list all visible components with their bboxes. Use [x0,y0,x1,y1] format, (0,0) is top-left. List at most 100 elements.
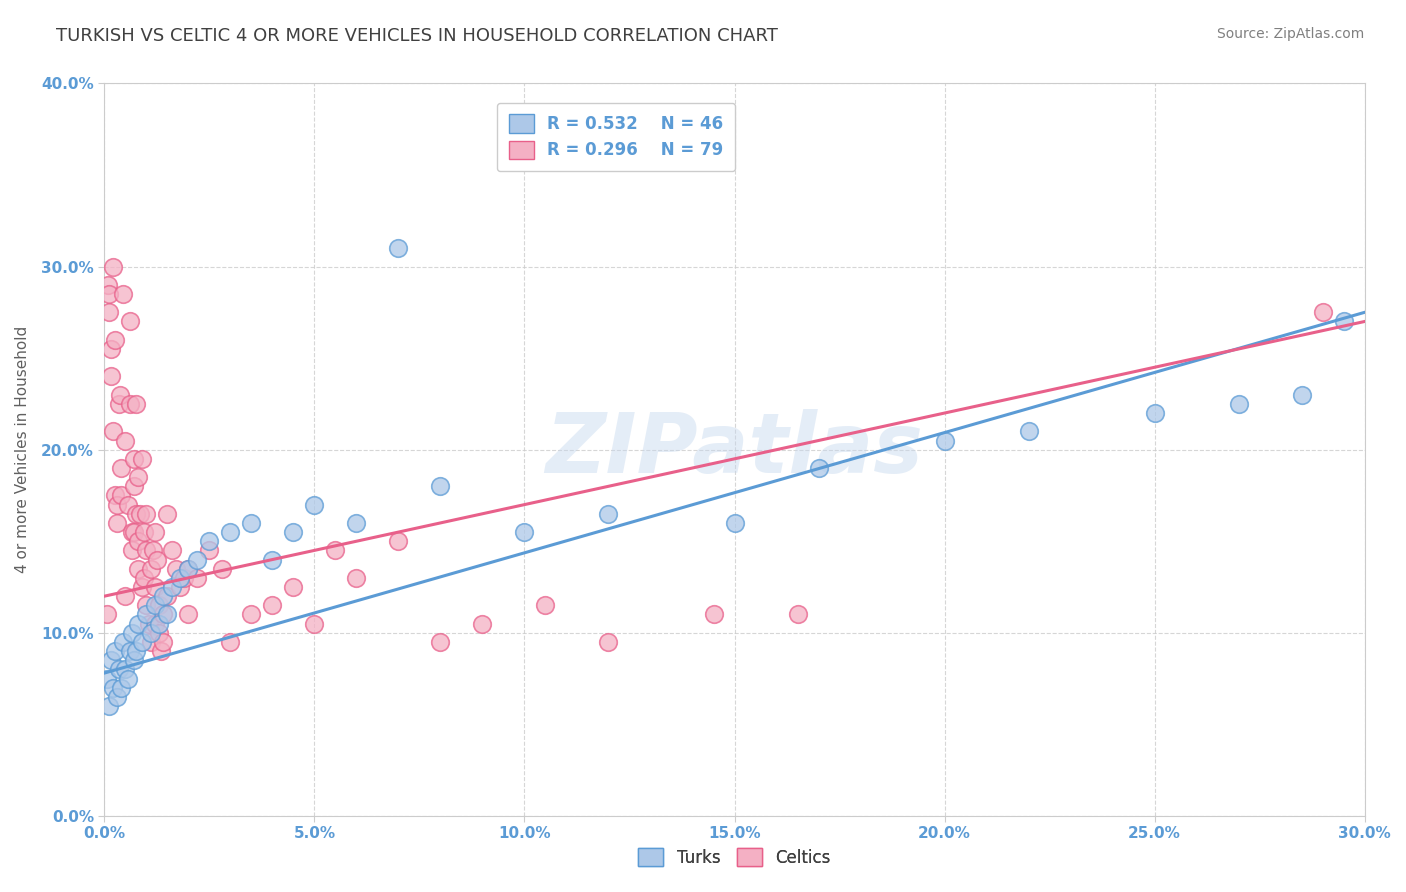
Point [117,672,139,686]
Point [96,672,118,686]
Point [127,562,149,576]
Point [786,607,808,622]
Point [169,571,191,585]
Point [177,607,200,622]
Point [169,580,191,594]
Point [262,552,284,566]
Point [150,644,173,658]
Point [118,644,141,658]
Point [114,662,136,676]
Point [101,681,124,695]
Point [138,616,160,631]
Point [598,507,620,521]
Point [127,534,149,549]
Point [121,625,143,640]
Point [534,599,557,613]
Text: TURKISH VS CELTIC 4 OR MORE VEHICLES IN HOUSEHOLD CORRELATION CHART: TURKISH VS CELTIC 4 OR MORE VEHICLES IN … [56,27,778,45]
Point [173,571,195,585]
Point [156,507,179,521]
Point [346,571,368,585]
Point [198,543,221,558]
Point [152,635,174,649]
Point [702,607,724,622]
Point [143,524,166,539]
Point [304,616,326,631]
Point [97,287,120,301]
Point [122,479,145,493]
Point [142,543,165,558]
Point [135,607,157,622]
Point [105,690,128,704]
Y-axis label: 4 or more Vehicles in Household: 4 or more Vehicles in Household [15,326,30,574]
Point [110,388,132,402]
Point [148,616,170,631]
Point [110,488,132,502]
Point [429,479,451,493]
Point [387,241,409,255]
Point [122,653,145,667]
Point [219,524,242,539]
Point [97,277,120,292]
Point [127,616,149,631]
Point [112,635,135,649]
Point [110,461,132,475]
Point [513,524,536,539]
Point [104,644,127,658]
Point [125,507,148,521]
Point [1291,388,1313,402]
Point [121,543,143,558]
Point [131,580,153,594]
Point [127,470,149,484]
Text: Source: ZipAtlas.com: Source: ZipAtlas.com [1216,27,1364,41]
Point [387,534,409,549]
Point [146,552,169,566]
Point [104,488,127,502]
Point [1312,305,1334,319]
Point [156,589,179,603]
Point [177,562,200,576]
Point [121,524,143,539]
Point [100,653,122,667]
Point [129,507,152,521]
Point [1143,406,1166,420]
Point [96,607,118,622]
Point [160,580,183,594]
Point [346,516,368,530]
Point [598,635,620,649]
Point [934,434,956,448]
Point [723,516,745,530]
Point [105,498,128,512]
Point [160,543,183,558]
Point [143,580,166,594]
Point [152,607,174,622]
Point [143,616,166,631]
Point [118,397,141,411]
Point [108,662,131,676]
Point [1018,425,1040,439]
Point [117,498,139,512]
Point [148,625,170,640]
Point [152,589,174,603]
Point [134,571,156,585]
Point [139,562,162,576]
Point [135,543,157,558]
Point [807,461,830,475]
Point [148,599,170,613]
Point [139,635,162,649]
Point [304,498,326,512]
Point [125,397,148,411]
Point [165,562,187,576]
Point [131,635,153,649]
Point [97,699,120,714]
Point [101,260,124,274]
Point [143,599,166,613]
Point [114,434,136,448]
Point [118,314,141,328]
Point [283,580,305,594]
Point [100,369,122,384]
Point [219,635,242,649]
Point [122,524,145,539]
Point [135,599,157,613]
Point [429,635,451,649]
Point [114,589,136,603]
